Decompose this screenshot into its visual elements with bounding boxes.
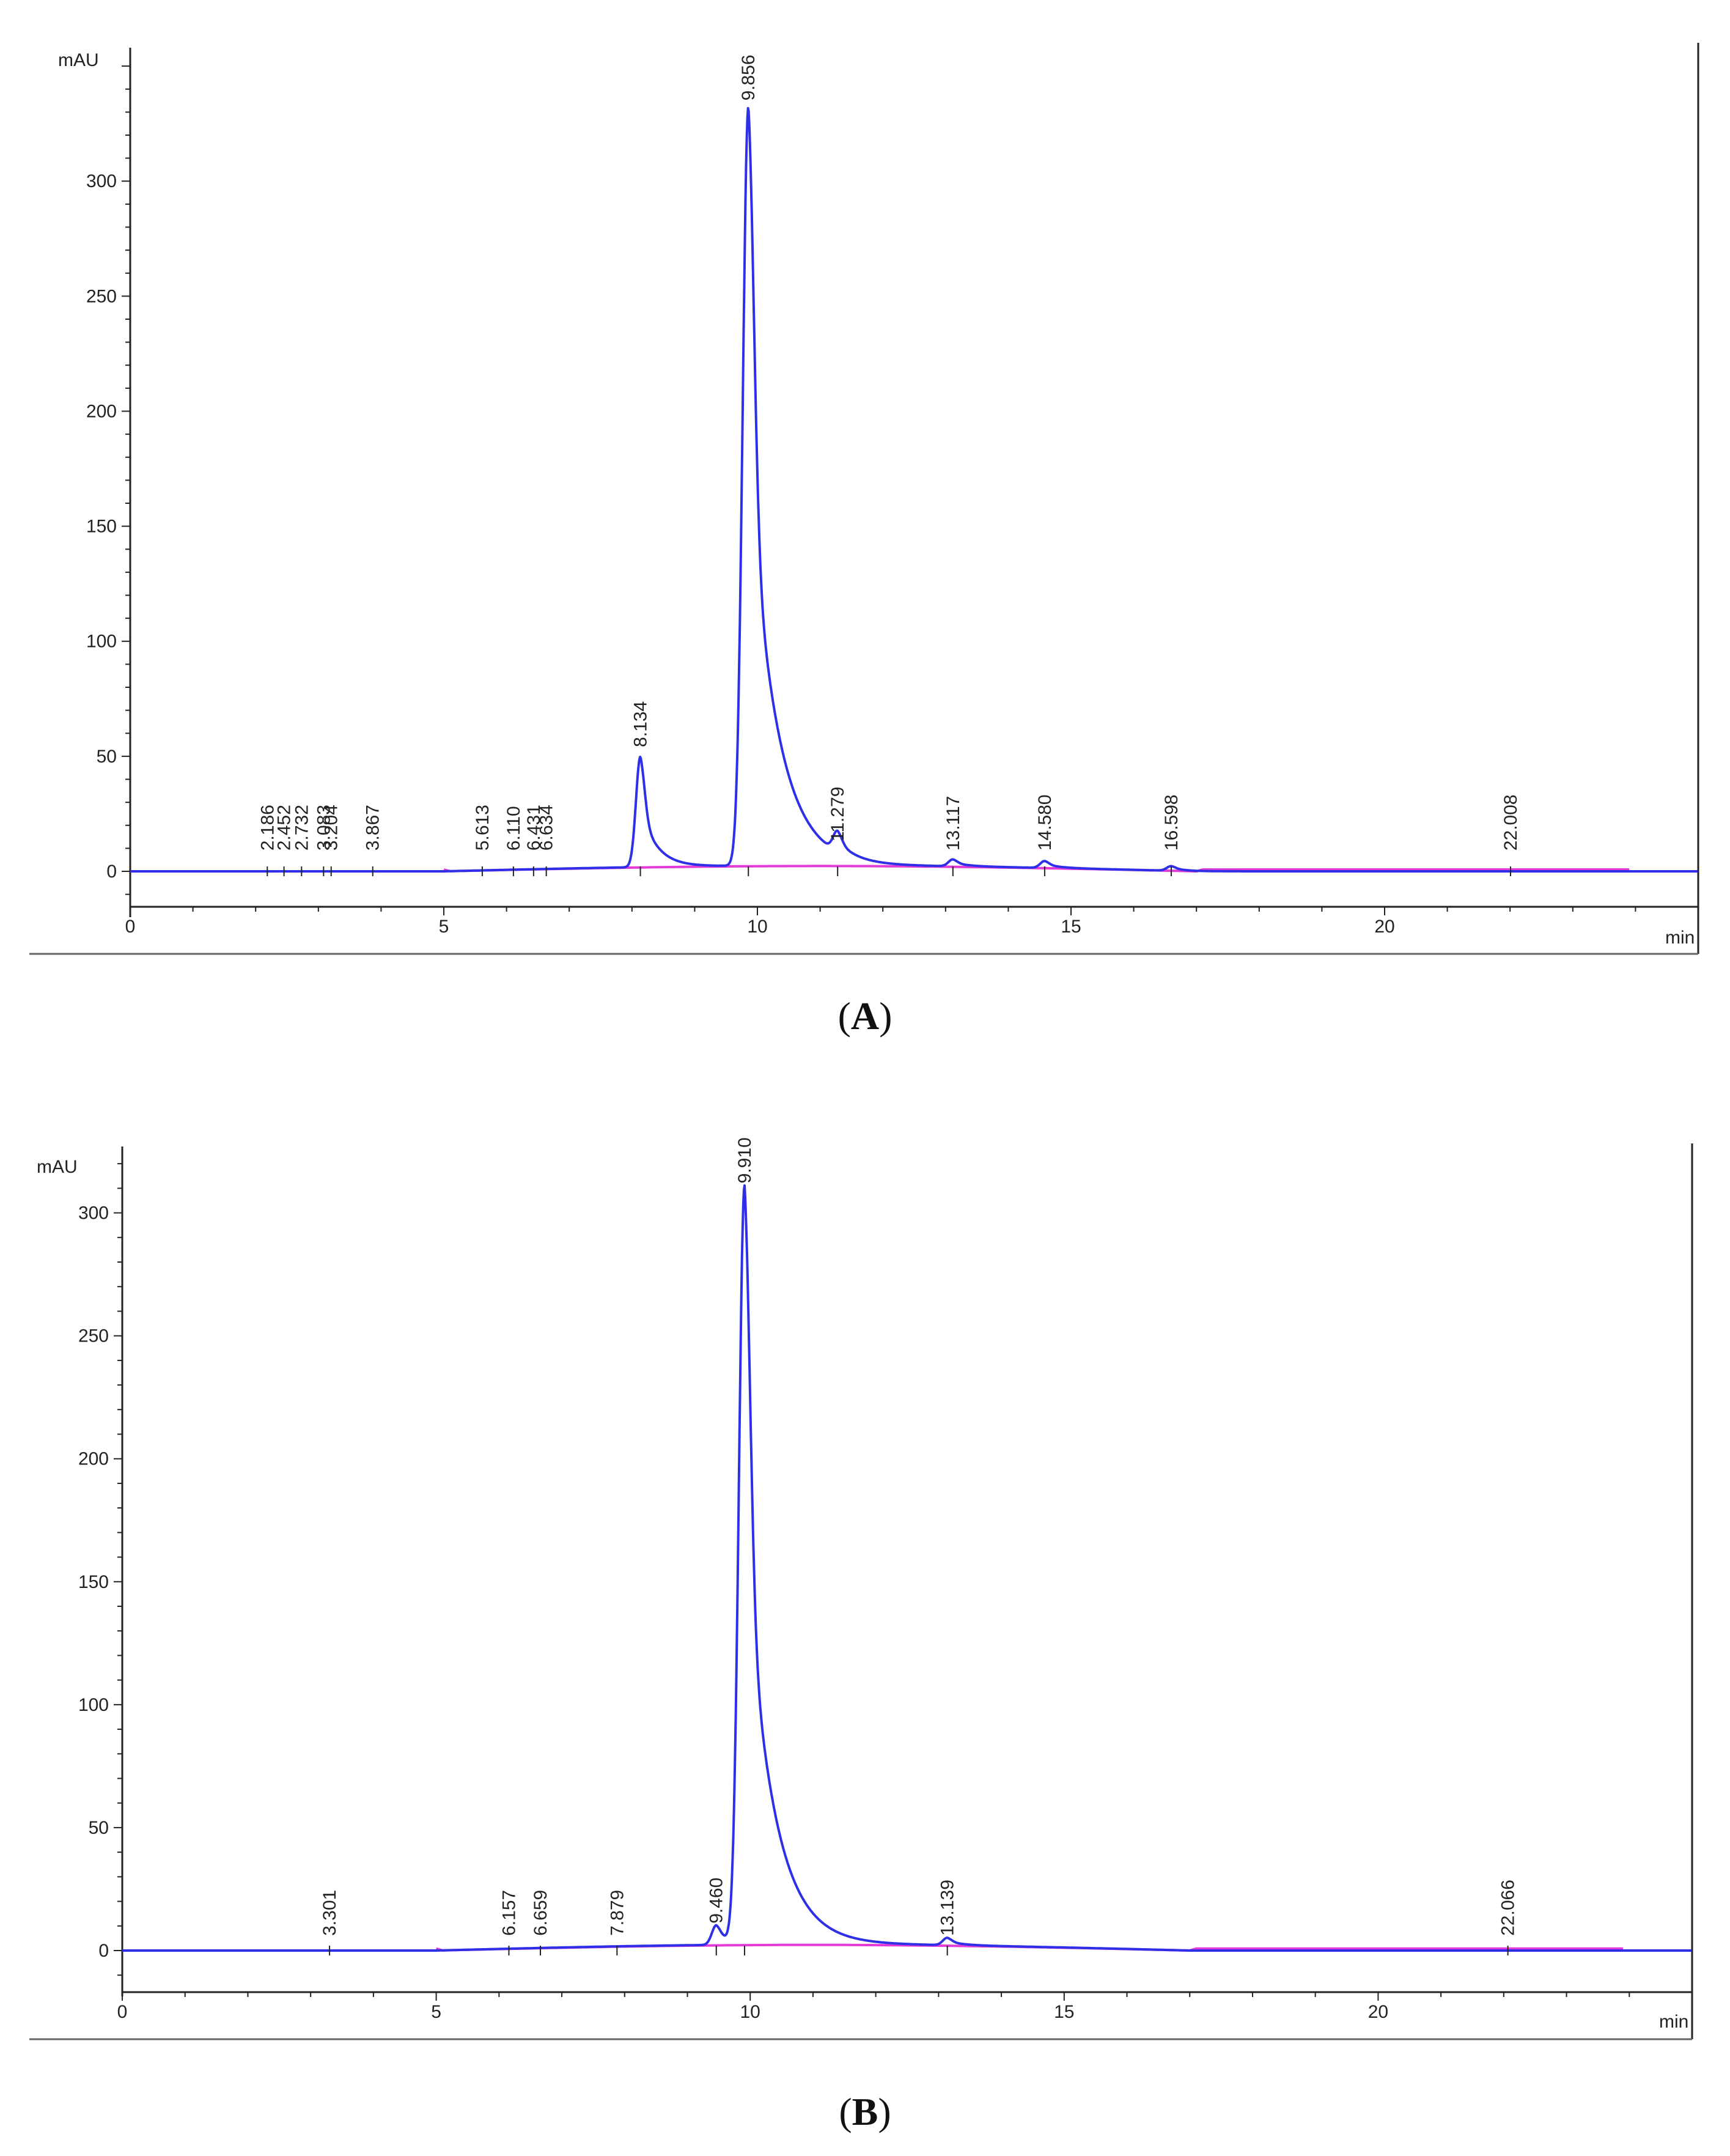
y-tick-label: 150	[86, 517, 117, 537]
x-tick-label: 0	[125, 917, 136, 937]
peak-label: 22.066	[1498, 1880, 1518, 1936]
peak-label: 6.431	[524, 805, 544, 851]
y-tick-label: 50	[97, 747, 117, 767]
peak-label: 2.186	[257, 805, 278, 851]
y-tick-label: 0	[98, 1941, 109, 1961]
x-tick-label: 10	[740, 2002, 760, 2022]
peak-label: 3.204	[322, 805, 342, 851]
y-tick-label: 300	[86, 171, 117, 191]
y-tick-label: 250	[78, 1326, 109, 1346]
peak-label: 5.613	[473, 805, 493, 851]
chromatogram-trace-b	[122, 1184, 1692, 1952]
x-axis-ticks-b: 0 5 10 15 20	[117, 1992, 1693, 2022]
x-tick-label: 0	[117, 2002, 128, 2022]
peak-label: 13.139	[938, 1880, 958, 1936]
y-tick-label: 100	[86, 632, 117, 652]
x-unit-label-b: min	[1659, 2012, 1688, 2032]
x-tick-label: 5	[431, 2002, 441, 2022]
peak-label: 22.008	[1501, 794, 1521, 851]
peak-label: 8.134	[631, 701, 651, 747]
x-tick-label: 20	[1368, 2002, 1388, 2022]
y-tick-label: 0	[106, 862, 117, 882]
peak-label: 14.580	[1035, 794, 1055, 851]
peak-labels-b: 3.301 6.157 6.659 7.879 9.460 9.910 13.139 22.0…	[320, 1137, 1518, 1955]
x-tick-label: 15	[1061, 917, 1081, 937]
chart-panel-b: 0 50 100 150 200 250 300 0 5 10 15 20 mAU min 3.30…	[29, 1137, 1693, 2133]
peak-label: 3.083	[314, 805, 334, 851]
y-tick-label: 50	[89, 1818, 109, 1838]
y-tick-label: 200	[78, 1449, 109, 1469]
x-tick-label: 5	[439, 917, 449, 937]
peak-label: 6.634	[537, 805, 557, 851]
x-tick-label: 15	[1054, 2002, 1074, 2022]
x-axis-ticks-a: 0 5 10 15 20	[125, 907, 1699, 937]
x-unit-label-a: min	[1665, 928, 1695, 948]
panel-letter-b: B	[852, 2090, 878, 2133]
panel-label-b: (B)	[839, 2090, 891, 2133]
y-tick-label: 100	[78, 1695, 109, 1715]
peak-label: 7.879	[607, 1890, 627, 1936]
peak-label: 9.460	[707, 1878, 727, 1924]
x-tick-label: 10	[747, 917, 767, 937]
peak-label: 6.110	[504, 806, 524, 851]
panel-letter-a: A	[851, 994, 879, 1038]
y-axis-ticks-a: 0 50 100 150 200 250 300	[86, 65, 130, 895]
y-tick-label: 250	[86, 286, 117, 306]
peak-label: 13.117	[943, 796, 963, 851]
peak-label: 3.867	[363, 805, 383, 851]
y-axis-ticks-b: 0 50 100 150 200 250 300	[78, 1163, 122, 1976]
peak-label: 6.659	[531, 1890, 551, 1936]
x-tick-label: 20	[1374, 917, 1394, 937]
peak-label: 6.157	[499, 1890, 519, 1936]
peak-label: 3.301	[320, 1890, 340, 1936]
y-unit-label-a: mAU	[58, 50, 99, 70]
chromatogram-trace-a	[130, 107, 1698, 873]
peak-label: 9.910	[735, 1137, 755, 1183]
panel-label-a: (A)	[838, 994, 893, 1038]
peak-label: 2.732	[292, 805, 312, 851]
y-tick-label: 150	[78, 1572, 109, 1592]
y-tick-label: 200	[86, 401, 117, 421]
y-tick-label: 300	[78, 1203, 109, 1224]
peak-label: 2.452	[274, 805, 295, 851]
peak-label: 16.598	[1161, 794, 1182, 851]
integration-baseline-a	[443, 865, 1630, 873]
peak-label: 11.279	[828, 787, 848, 842]
chart-panel-a: 0 50 100 150 200 250 300 0 5 10 15 20 mAU min 2.18…	[29, 43, 1699, 1038]
peak-label: 9.856	[738, 54, 759, 100]
y-unit-label-b: mAU	[37, 1157, 78, 1177]
